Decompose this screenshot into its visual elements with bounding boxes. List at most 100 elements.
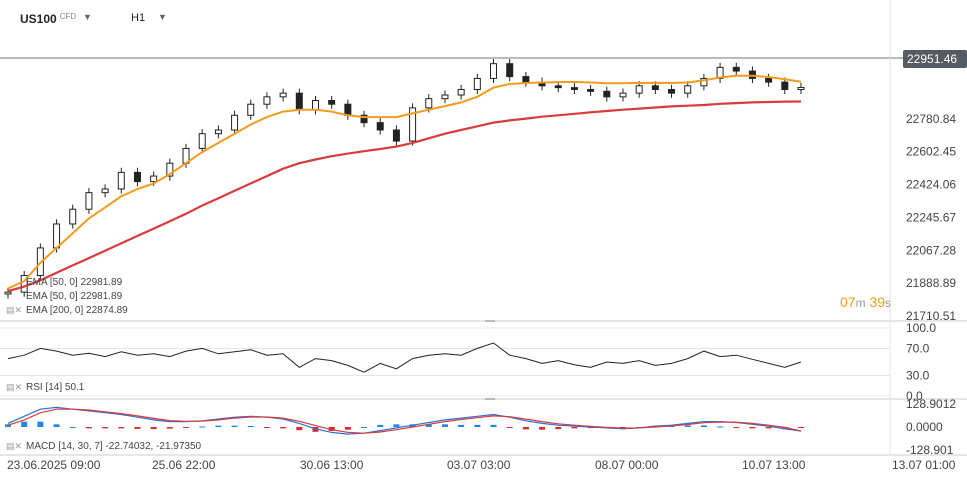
x-tick-label: 25.06 22:00 bbox=[152, 458, 216, 472]
candle-body bbox=[797, 86, 805, 90]
price-tick-label: 22245.67 bbox=[906, 210, 956, 224]
chevron-down-icon[interactable]: ▼ bbox=[83, 12, 92, 22]
chevron-down-icon[interactable]: ▼ bbox=[158, 12, 167, 22]
legend-ema-a-text: EMA [50, 0] 22981.89 bbox=[26, 277, 123, 288]
candle-body bbox=[570, 87, 578, 90]
macd-histogram-bar bbox=[425, 424, 432, 428]
macd-histogram-bar bbox=[183, 427, 190, 429]
candle-body bbox=[490, 63, 498, 79]
rsi-tick-label: 100.0 bbox=[906, 321, 936, 335]
candle-body bbox=[4, 291, 12, 295]
price-tick-label: 22780.84 bbox=[906, 112, 956, 126]
price-tick-label: 21888.89 bbox=[906, 276, 956, 290]
macd-histogram-bar bbox=[5, 424, 11, 428]
legend-ema-b-text: EMA [50, 0] 22981.89 bbox=[26, 291, 123, 302]
candle-body bbox=[117, 171, 125, 190]
legend-rsi: ▤✕ RSI [14] 50.1 bbox=[6, 382, 84, 393]
macd-histogram-bar bbox=[247, 425, 254, 428]
candle-body bbox=[425, 98, 433, 109]
macd-histogram-bar bbox=[37, 421, 44, 427]
legend-ema-a: EMA [50, 0] 22981.89 bbox=[6, 277, 122, 288]
candle-body bbox=[732, 66, 740, 72]
macd-histogram-bar bbox=[684, 425, 691, 428]
timeframe-label[interactable]: H1 bbox=[131, 12, 146, 24]
legend-ema-b: EMA [50, 0] 22981.89 bbox=[6, 291, 122, 302]
macd-histogram-bar bbox=[69, 427, 76, 429]
candle-body bbox=[619, 92, 627, 98]
candle-body bbox=[765, 77, 773, 83]
candle-body bbox=[668, 88, 676, 94]
candle-body bbox=[473, 77, 481, 90]
macd-histogram-bar bbox=[506, 427, 513, 429]
candle-countdown: 07m 39s bbox=[840, 294, 891, 310]
candle-body bbox=[360, 114, 368, 124]
legend-ema-200-text: EMA [200, 0] 22874.89 bbox=[26, 305, 128, 316]
macd-histogram-bar bbox=[166, 427, 173, 429]
indicator-settings-icon[interactable]: ▤✕ bbox=[6, 441, 23, 451]
symbol-label[interactable]: US100 CFD bbox=[20, 12, 76, 26]
macd-histogram-bar bbox=[765, 427, 772, 429]
macd-histogram-bar bbox=[441, 424, 448, 428]
macd-histogram-bar bbox=[700, 425, 707, 428]
x-tick-label: 30.06 13:00 bbox=[300, 458, 364, 472]
macd-tick-label: 0.0000 bbox=[906, 420, 943, 434]
candle-body bbox=[279, 92, 287, 98]
panel-resize-handle bbox=[485, 320, 495, 322]
macd-histogram-bar bbox=[85, 427, 92, 429]
macd-histogram-bar bbox=[361, 427, 368, 429]
countdown-seconds: 39 bbox=[869, 294, 886, 310]
rsi-tick-label: 30.0 bbox=[906, 369, 930, 383]
macd-histogram-bar bbox=[263, 427, 270, 429]
x-tick-label: 23.06.2025 09:00 bbox=[7, 458, 101, 472]
macd-histogram-bar bbox=[749, 427, 756, 429]
price-tick-label: 22067.28 bbox=[906, 243, 956, 257]
macd-tick-label: -128.901 bbox=[906, 443, 954, 457]
macd-histogram-bar bbox=[102, 427, 109, 429]
candle-body bbox=[409, 107, 417, 142]
macd-histogram-bar bbox=[377, 424, 384, 428]
candle-body bbox=[651, 85, 659, 90]
macd-histogram-bar bbox=[798, 427, 804, 429]
macd-histogram-bar bbox=[733, 427, 740, 429]
legend-macd-text: MACD [14, 30, 7] -22.74032, -21.97350 bbox=[26, 441, 202, 452]
macd-histogram-bar bbox=[717, 426, 724, 428]
candle-body bbox=[101, 188, 109, 194]
macd-histogram-bar bbox=[215, 425, 222, 427]
candle-body bbox=[198, 133, 206, 149]
candle-body bbox=[700, 77, 708, 87]
x-tick-label: 13.07 01:00 bbox=[892, 458, 956, 472]
candle-body bbox=[328, 100, 336, 105]
indicator-settings-icon[interactable]: ▤✕ bbox=[6, 305, 23, 315]
panel-resize-handle bbox=[485, 398, 495, 400]
indicator-settings-icon[interactable]: ▤✕ bbox=[6, 382, 23, 392]
symbol-name: US100 bbox=[20, 12, 57, 26]
macd-histogram-bar bbox=[53, 424, 60, 428]
candle-body bbox=[603, 90, 611, 98]
macd-histogram-bar bbox=[344, 427, 351, 430]
macd-histogram-bar bbox=[474, 424, 481, 428]
ema50-line bbox=[7, 74, 802, 290]
macd-histogram-bar bbox=[21, 421, 28, 427]
ema200-line bbox=[7, 100, 802, 293]
candle-body bbox=[166, 162, 174, 177]
macd-histogram-bar bbox=[555, 427, 562, 430]
price-tick-label: 22424.06 bbox=[906, 178, 956, 192]
candle-body bbox=[506, 63, 514, 78]
candle-body bbox=[295, 92, 303, 111]
legend-macd: ▤✕ MACD [14, 30, 7] -22.74032, -21.97350 bbox=[6, 441, 201, 452]
candle-body bbox=[133, 171, 141, 183]
macd-histogram-bar bbox=[199, 426, 206, 428]
macd-histogram-bar bbox=[118, 427, 125, 429]
candle-body bbox=[554, 85, 562, 89]
macd-tick-label: 128.9012 bbox=[906, 397, 956, 411]
current-price-tag: 22951.46 bbox=[903, 50, 967, 68]
macd-histogram-bar bbox=[393, 424, 400, 428]
candle-body bbox=[457, 88, 465, 96]
macd-histogram-bar bbox=[522, 427, 529, 430]
macd-histogram-bar bbox=[571, 427, 578, 429]
candle-body bbox=[69, 208, 77, 225]
candle-body bbox=[344, 103, 352, 116]
countdown-seconds-unit: s bbox=[885, 296, 892, 310]
price-tick-label: 22602.45 bbox=[906, 145, 956, 159]
